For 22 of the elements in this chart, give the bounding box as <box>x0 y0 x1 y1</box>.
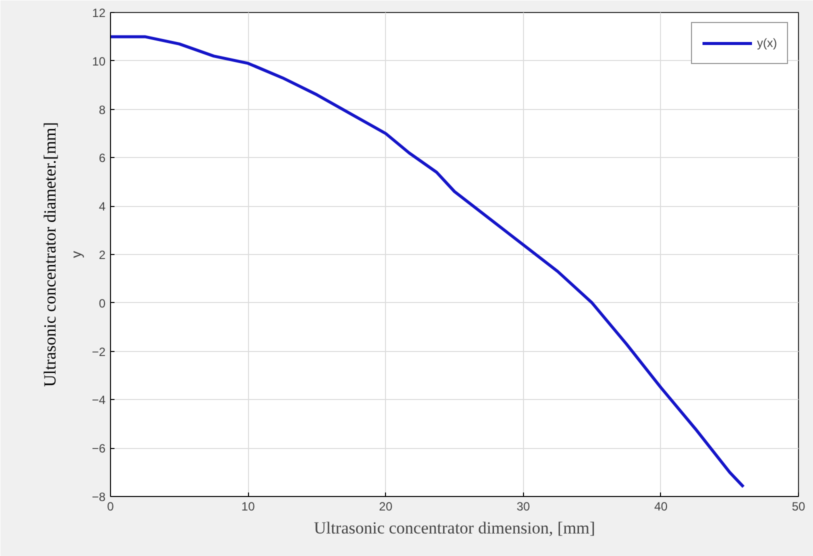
x-tick-label: 0 <box>107 500 114 514</box>
x-tick-label: 40 <box>654 500 668 514</box>
y-tick-label: 0 <box>98 296 106 310</box>
x-tick-label: 30 <box>516 500 530 514</box>
y-tick-label: 10 <box>92 54 106 68</box>
x-tick-label: 20 <box>379 500 393 514</box>
x-tick-label: 10 <box>241 500 256 514</box>
y-tick-label: 2 <box>98 248 106 262</box>
x-axis-title: Ultrasonic concentrator dimension, [mm] <box>314 518 596 538</box>
x-tick-label: 50 <box>792 500 806 514</box>
y-tick-label: −2 <box>92 344 106 359</box>
y-tick-label: −6 <box>92 442 106 456</box>
y-tick-label: 4 <box>98 200 106 214</box>
y-axis-title: Ultrasonic concentrator diameter.[mm] <box>40 122 60 387</box>
line-series <box>110 35 745 488</box>
y-tick-label: 8 <box>98 102 106 117</box>
y-tick-label: 6 <box>98 151 106 166</box>
text: y <box>68 251 84 258</box>
legend-label: y(x) <box>757 36 777 50</box>
y-tick-label: 12 <box>92 6 106 20</box>
y-tick-label: −8 <box>92 490 106 504</box>
y-tick-label: −4 <box>92 393 106 408</box>
